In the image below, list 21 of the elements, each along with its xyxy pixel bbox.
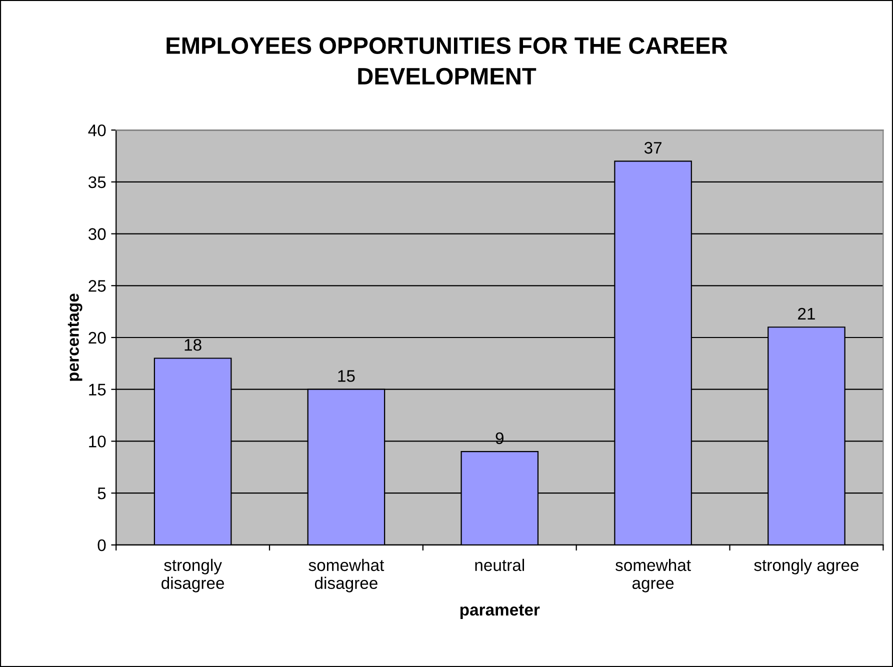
x-tick-label: somewhat disagree bbox=[308, 558, 384, 592]
x-tick-label: strongly agree bbox=[754, 558, 859, 574]
y-tick-label: 10 bbox=[89, 436, 106, 448]
y-tick-label: 40 bbox=[88, 124, 106, 136]
y-tick-label: 15 bbox=[89, 384, 106, 396]
x-tick-label: neutral bbox=[475, 558, 524, 572]
y-tick-label: 30 bbox=[88, 228, 106, 240]
y-tick-label: 25 bbox=[88, 280, 106, 292]
y-axis-title: percentage bbox=[68, 294, 82, 381]
x-axis-title: parameter bbox=[460, 604, 540, 619]
data-label: 18 bbox=[184, 338, 202, 351]
y-tick-label: 35 bbox=[88, 176, 106, 188]
y-tick-label: 5 bbox=[98, 488, 106, 500]
x-tick-label: somewhat agree bbox=[616, 558, 691, 592]
y-tick-label: 20 bbox=[88, 332, 106, 344]
data-label: 21 bbox=[798, 308, 815, 320]
data-label: 37 bbox=[644, 142, 662, 154]
y-tick-label: 0 bbox=[98, 539, 106, 552]
x-tick-label: strongly disagree bbox=[162, 558, 224, 592]
chart-title: EMPLOYEES OPPORTUNITIES FOR THE CAREER DEVELOPMENT bbox=[166, 37, 728, 85]
data-label: 15 bbox=[338, 370, 355, 382]
